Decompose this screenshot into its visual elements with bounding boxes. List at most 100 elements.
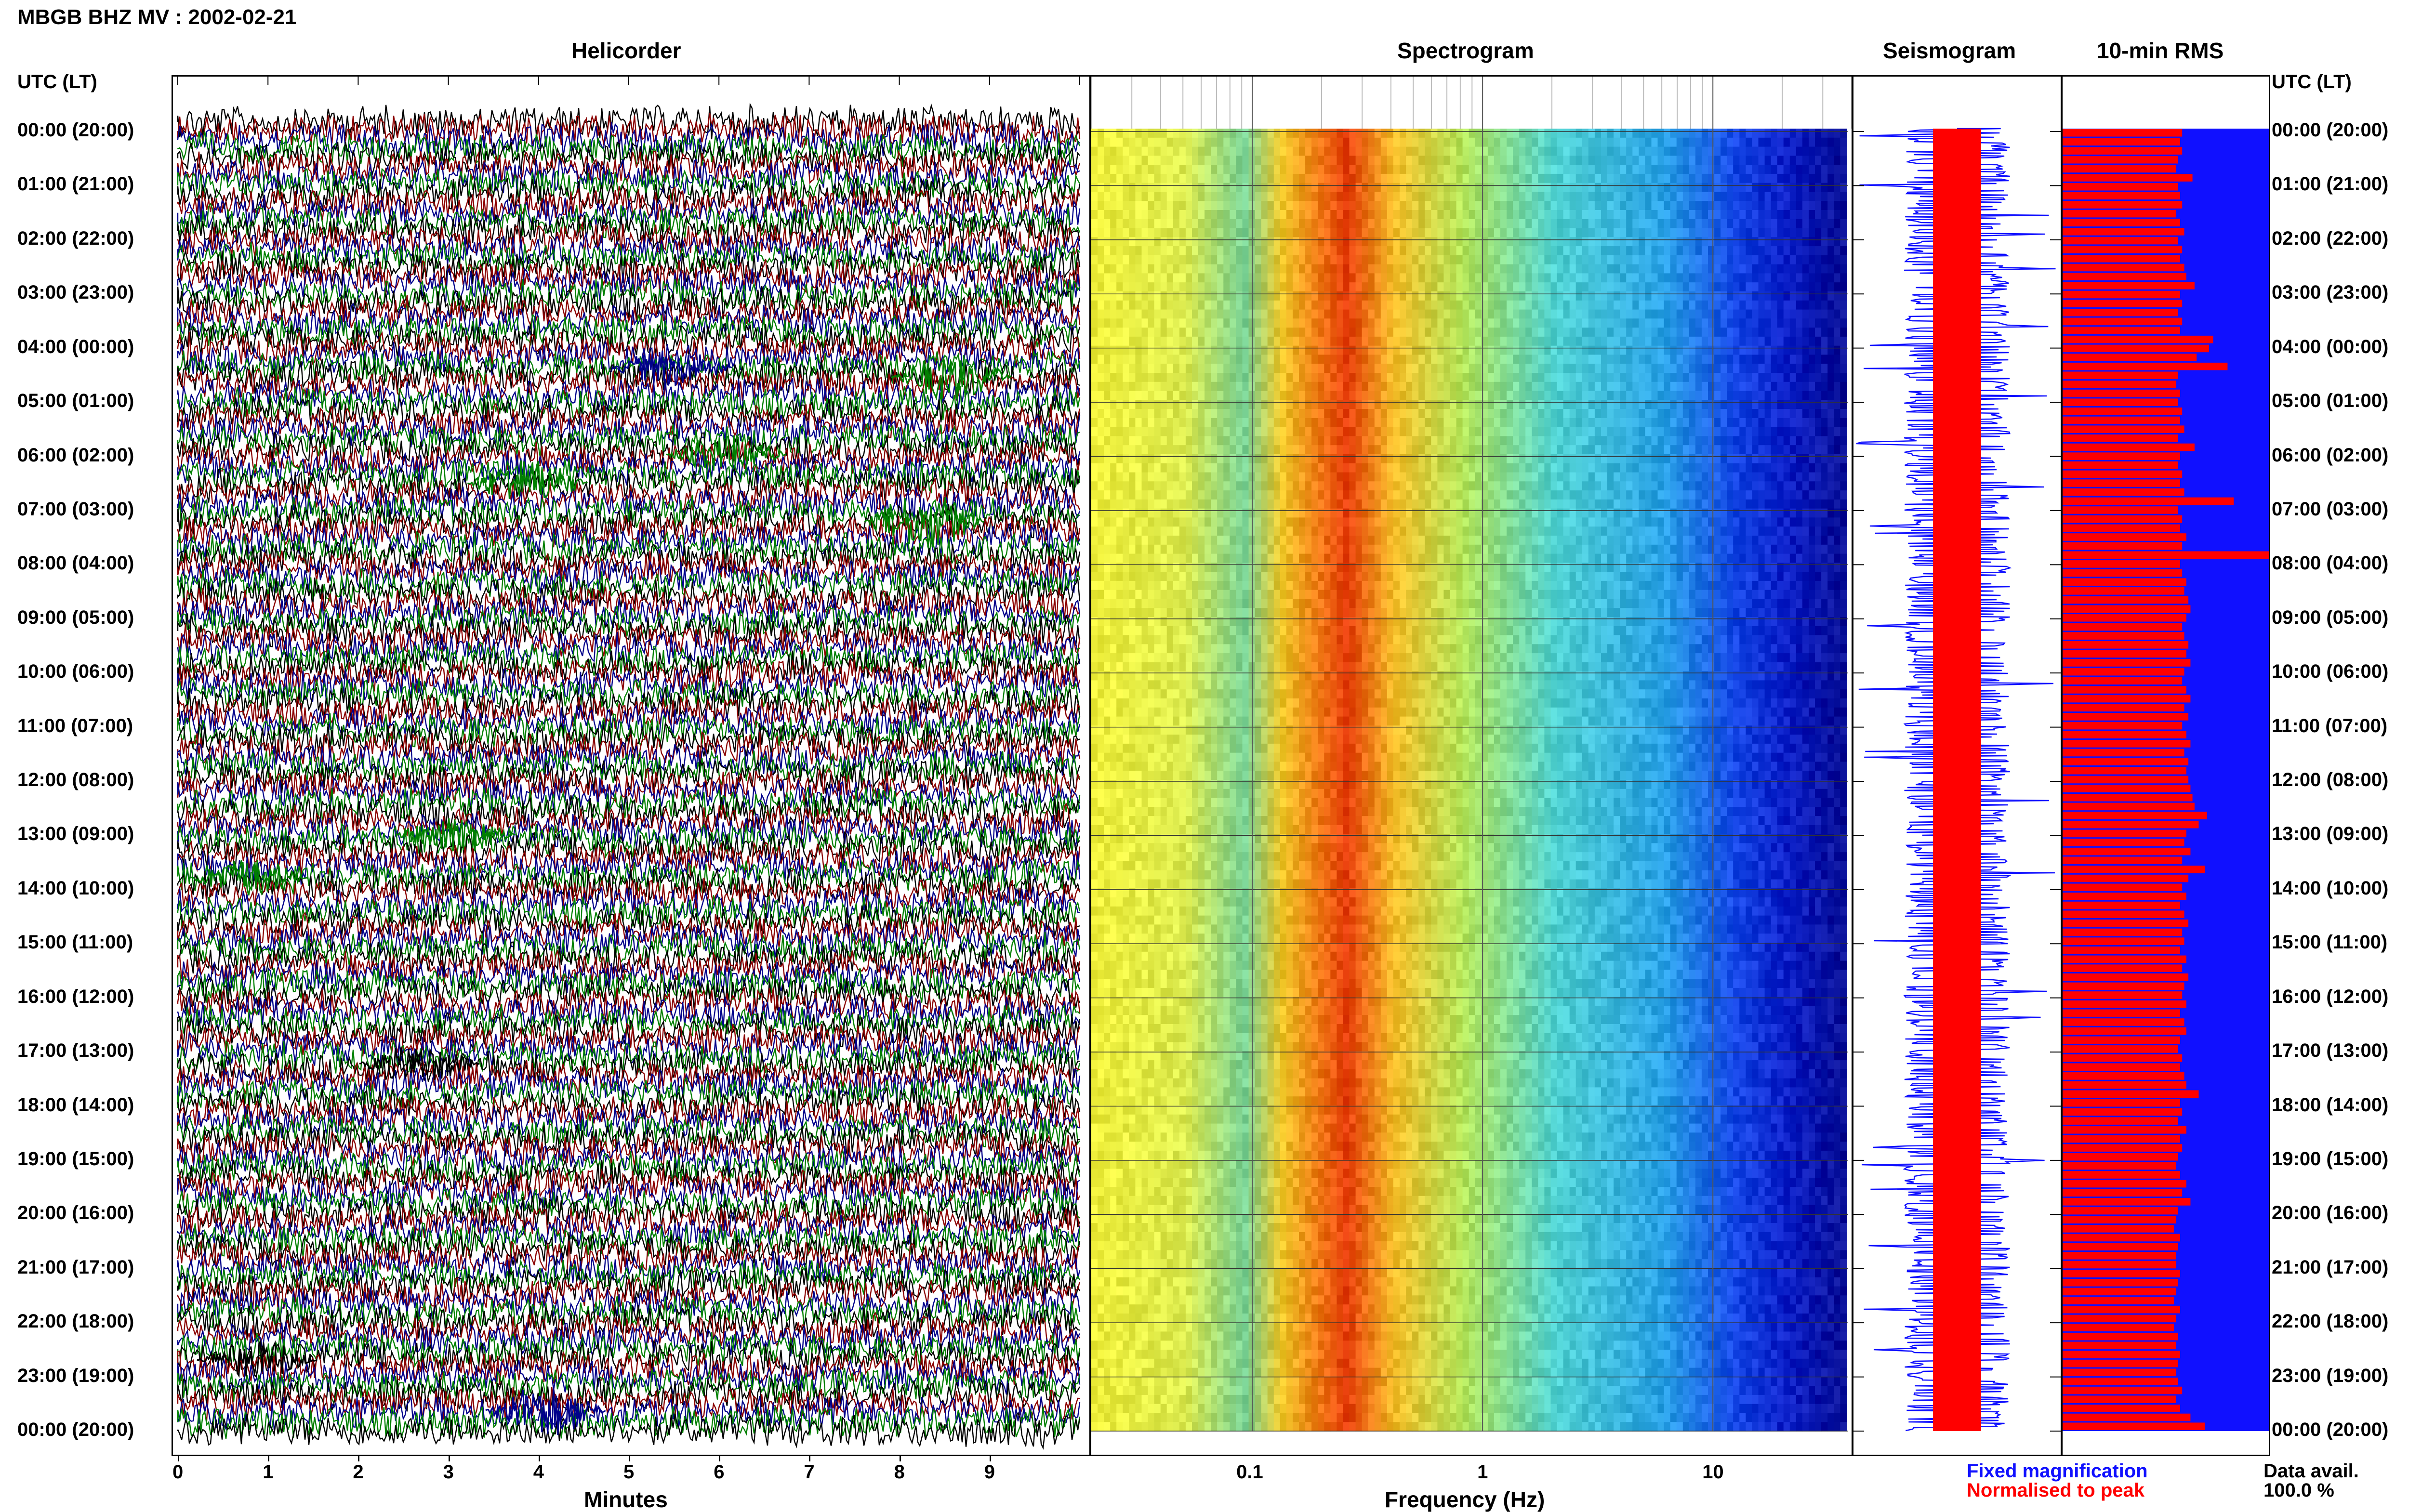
spectrogram-cell — [1135, 255, 1142, 264]
spectrogram-cell — [1123, 789, 1129, 798]
spectrogram-cell — [1192, 373, 1199, 382]
spectrogram-cell — [1192, 1187, 1199, 1196]
spectrogram-cell — [1154, 1006, 1161, 1015]
spectrogram-cell — [1243, 201, 1249, 210]
spectrogram-cell — [1091, 554, 1098, 563]
spectrogram-cell — [1129, 1142, 1136, 1151]
spectrogram-cell — [1161, 400, 1167, 409]
spectrogram-cell — [1129, 997, 1136, 1006]
spectrogram-cell — [1230, 1160, 1236, 1169]
spectrogram-cell — [1211, 1259, 1218, 1268]
spectrogram-cell — [1186, 1359, 1192, 1368]
spectrogram-cell — [1186, 1087, 1192, 1096]
spectrogram-cell — [1091, 617, 1098, 626]
spectrogram-cell — [1211, 1096, 1218, 1105]
spectrogram-cell — [1142, 1214, 1149, 1223]
spectrogram-cell — [1135, 1287, 1142, 1296]
spectrogram-cell — [1204, 1368, 1211, 1377]
spectrogram-cell — [1104, 310, 1111, 319]
spectrogram-cell — [1091, 1232, 1098, 1241]
spectrogram-cell — [1167, 183, 1174, 192]
spectrogram-cell — [1211, 1277, 1218, 1287]
spectrogram-cell — [1148, 382, 1155, 391]
spectrogram-cell — [1186, 1422, 1192, 1431]
spectrogram-cell — [1123, 880, 1129, 889]
spectrogram-cell — [1179, 753, 1186, 762]
spectrogram-cell — [1091, 291, 1098, 301]
spectrogram-cell — [1179, 1124, 1186, 1133]
spectrogram-cell — [1104, 644, 1111, 653]
spectrogram-cell — [1204, 952, 1211, 961]
spectrogram-cell — [1098, 816, 1104, 825]
spectrogram-cell — [1179, 481, 1186, 490]
spectrogram-cell — [1198, 933, 1205, 943]
spectrogram-cell — [1211, 581, 1218, 590]
spectrogram-cell — [1161, 907, 1167, 916]
spectrogram-cell — [1173, 1241, 1180, 1250]
spectrogram-cell — [1110, 852, 1117, 861]
spectrogram-cell — [1123, 364, 1129, 373]
spectrogram-cell — [1104, 771, 1111, 780]
spectrogram-cell — [1154, 364, 1161, 373]
spectrogram-cell — [1091, 490, 1098, 500]
spectrogram-cell — [1142, 1015, 1149, 1024]
left-time-label: 12:00 (08:00) — [17, 770, 134, 789]
spectrogram-cell — [1091, 662, 1098, 671]
spectrogram-cell — [1230, 1422, 1236, 1431]
spectrogram-cell — [1167, 1259, 1174, 1268]
spectrogram-cell — [1148, 1006, 1155, 1015]
spectrogram-cell — [1104, 373, 1111, 382]
spectrogram-cell — [1110, 1051, 1117, 1060]
spectrogram-cell — [1116, 599, 1123, 608]
spectrogram-cell — [1091, 924, 1098, 933]
spectrogram-cell — [1123, 590, 1129, 599]
spectrogram-cell — [1223, 536, 1230, 545]
spectrogram-cell — [1211, 445, 1218, 454]
spectrogram-cell — [1110, 1277, 1117, 1287]
spectrogram-cell — [1217, 1377, 1224, 1386]
spectrogram-cell — [1192, 762, 1199, 771]
spectrogram-cell — [1161, 626, 1167, 635]
spectrogram-cell — [1135, 1187, 1142, 1196]
spectrogram-cell — [1167, 301, 1174, 310]
spectrogram-cell — [1179, 165, 1186, 174]
spectrogram-cell — [1179, 1404, 1186, 1413]
spectrogram-cell — [1110, 355, 1117, 364]
spectrogram-cell — [1223, 852, 1230, 861]
spectrogram-cell — [1154, 599, 1161, 608]
spectrogram-cell — [1236, 536, 1243, 545]
spectrogram-cell — [1116, 454, 1123, 463]
spectrogram-cell — [1110, 391, 1117, 400]
spectrogram-cell — [1230, 1060, 1236, 1069]
spectrogram-cell — [1217, 436, 1224, 445]
spectrogram-cell — [1230, 635, 1236, 644]
spectrogram-cell — [1173, 427, 1180, 436]
spectrogram-cell — [1123, 255, 1129, 264]
spectrogram-cell — [1173, 1395, 1180, 1404]
spectrogram-cell — [1161, 355, 1167, 364]
spectrogram-cell — [1154, 526, 1161, 536]
spectrogram-cell — [1223, 626, 1230, 635]
spectrogram-cell — [1179, 473, 1186, 482]
spectrogram-cell — [1116, 165, 1123, 174]
spectrogram-cell — [1198, 1169, 1205, 1178]
spectrogram-cell — [1161, 843, 1167, 852]
spectrogram-cell — [1186, 473, 1192, 482]
spectrogram-cell — [1135, 454, 1142, 463]
spectrogram-cell — [1211, 1232, 1218, 1241]
spectrogram-cell — [1230, 988, 1236, 997]
spectrogram-cell — [1198, 816, 1205, 825]
spectrogram-cell — [1148, 816, 1155, 825]
spectrogram-cell — [1186, 970, 1192, 979]
spectrogram-cell — [1211, 626, 1218, 635]
spectrogram-cell — [1123, 1006, 1129, 1015]
spectrogram-cell — [1154, 916, 1161, 925]
spectrogram-cell — [1217, 264, 1224, 274]
spectrogram-cell — [1098, 355, 1104, 364]
spectrogram-cell — [1179, 1259, 1186, 1268]
spectrogram-cell — [1186, 1295, 1192, 1304]
spectrogram-cell — [1161, 237, 1167, 246]
spectrogram-cell — [1148, 1033, 1155, 1042]
spectrogram-cell — [1116, 852, 1123, 861]
spectrogram-cell — [1211, 1304, 1218, 1314]
